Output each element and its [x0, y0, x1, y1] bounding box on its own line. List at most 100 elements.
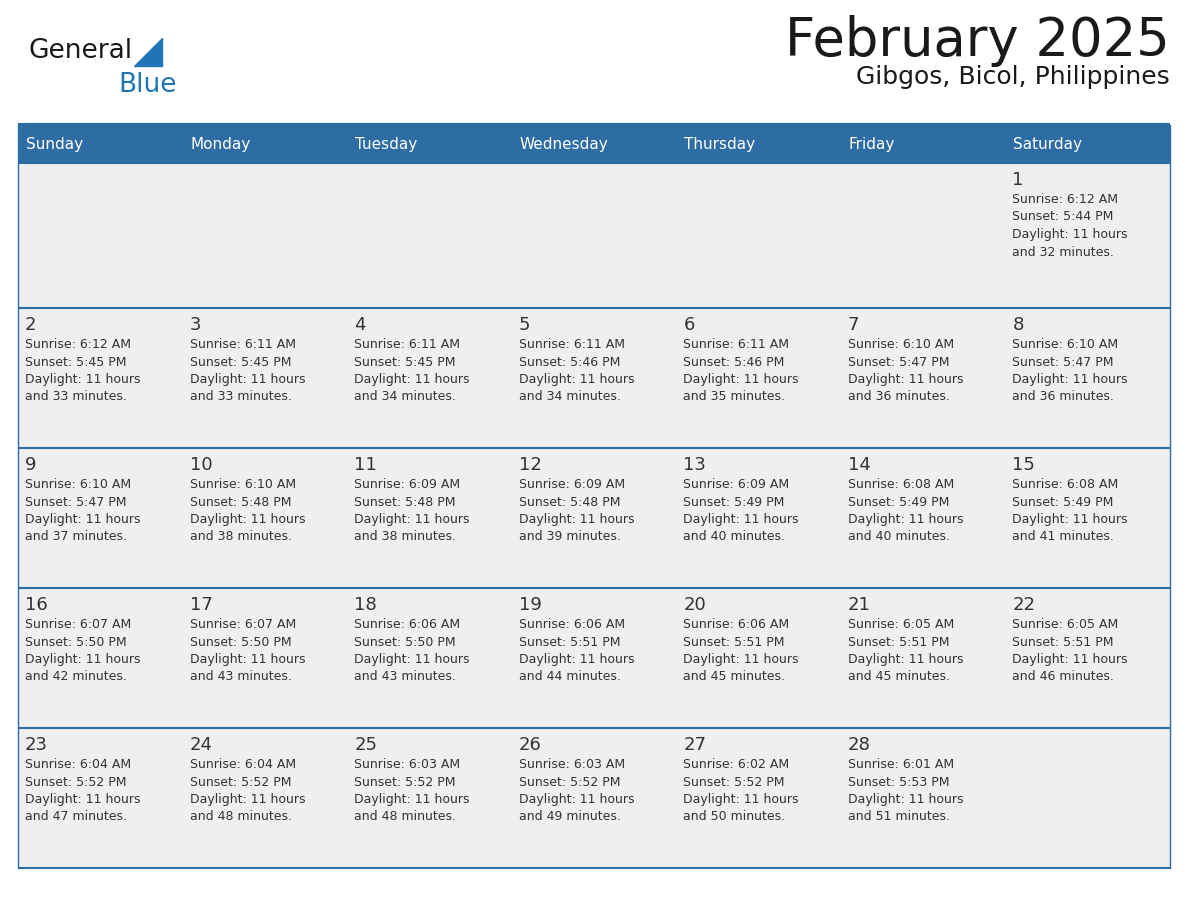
Text: Sunset: 5:48 PM: Sunset: 5:48 PM	[190, 496, 291, 509]
Text: Daylight: 11 hours: Daylight: 11 hours	[848, 373, 963, 386]
Text: Sunset: 5:47 PM: Sunset: 5:47 PM	[848, 355, 949, 368]
Text: Sunrise: 6:02 AM: Sunrise: 6:02 AM	[683, 758, 789, 771]
Text: Sunset: 5:50 PM: Sunset: 5:50 PM	[25, 635, 127, 648]
Text: Daylight: 11 hours: Daylight: 11 hours	[25, 793, 140, 806]
Text: Daylight: 11 hours: Daylight: 11 hours	[354, 793, 469, 806]
Text: Daylight: 11 hours: Daylight: 11 hours	[190, 653, 305, 666]
Text: Daylight: 11 hours: Daylight: 11 hours	[1012, 513, 1127, 526]
Text: and 50 minutes.: and 50 minutes.	[683, 811, 785, 823]
Bar	[183, 125, 347, 163]
Text: Sunset: 5:51 PM: Sunset: 5:51 PM	[1012, 635, 1114, 648]
Text: and 45 minutes.: and 45 minutes.	[683, 670, 785, 684]
Text: and 36 minutes.: and 36 minutes.	[848, 390, 949, 404]
Text: Daylight: 11 hours: Daylight: 11 hours	[354, 653, 469, 666]
Bar	[347, 448, 512, 588]
Bar	[18, 125, 183, 163]
Text: Sunrise: 6:04 AM: Sunrise: 6:04 AM	[190, 758, 296, 771]
Text: and 43 minutes.: and 43 minutes.	[354, 670, 456, 684]
Text: Daylight: 11 hours: Daylight: 11 hours	[1012, 228, 1127, 241]
Text: Sunset: 5:49 PM: Sunset: 5:49 PM	[1012, 496, 1114, 509]
Text: Sunrise: 6:07 AM: Sunrise: 6:07 AM	[190, 618, 296, 631]
Text: and 41 minutes.: and 41 minutes.	[1012, 531, 1114, 543]
Text: Sunrise: 6:10 AM: Sunrise: 6:10 AM	[25, 478, 131, 491]
Bar	[347, 728, 512, 868]
Bar	[1005, 125, 1170, 163]
Text: Sunrise: 6:11 AM: Sunrise: 6:11 AM	[354, 338, 460, 351]
Text: Sunrise: 6:05 AM: Sunrise: 6:05 AM	[1012, 618, 1119, 631]
Text: Sunset: 5:51 PM: Sunset: 5:51 PM	[683, 635, 785, 648]
Text: Sunrise: 6:08 AM: Sunrise: 6:08 AM	[1012, 478, 1119, 491]
Text: 24: 24	[190, 736, 213, 754]
Text: Sunrise: 6:11 AM: Sunrise: 6:11 AM	[519, 338, 625, 351]
Text: Sunset: 5:47 PM: Sunset: 5:47 PM	[25, 496, 126, 509]
Text: Sunrise: 6:10 AM: Sunrise: 6:10 AM	[190, 478, 296, 491]
Text: Sunrise: 6:10 AM: Sunrise: 6:10 AM	[848, 338, 954, 351]
Text: 12: 12	[519, 456, 542, 474]
Text: Sunrise: 6:06 AM: Sunrise: 6:06 AM	[683, 618, 789, 631]
Text: Sunset: 5:47 PM: Sunset: 5:47 PM	[1012, 355, 1114, 368]
Text: Daylight: 11 hours: Daylight: 11 hours	[190, 513, 305, 526]
Bar	[18, 728, 183, 868]
Text: 25: 25	[354, 736, 377, 754]
Text: Sunset: 5:45 PM: Sunset: 5:45 PM	[190, 355, 291, 368]
Text: Sunset: 5:50 PM: Sunset: 5:50 PM	[190, 635, 291, 648]
Text: 6: 6	[683, 316, 695, 334]
Bar	[841, 163, 1005, 308]
Text: Daylight: 11 hours: Daylight: 11 hours	[848, 793, 963, 806]
Text: Daylight: 11 hours: Daylight: 11 hours	[354, 513, 469, 526]
Bar	[1005, 448, 1170, 588]
Bar	[1005, 163, 1170, 308]
Bar	[18, 448, 183, 588]
Text: Sunset: 5:46 PM: Sunset: 5:46 PM	[519, 355, 620, 368]
Text: and 37 minutes.: and 37 minutes.	[25, 531, 127, 543]
Bar	[841, 588, 1005, 728]
Text: Monday: Monday	[190, 137, 251, 151]
Text: and 38 minutes.: and 38 minutes.	[190, 531, 291, 543]
Text: Saturday: Saturday	[1013, 137, 1082, 151]
Text: Daylight: 11 hours: Daylight: 11 hours	[519, 513, 634, 526]
Text: Sunrise: 6:09 AM: Sunrise: 6:09 AM	[519, 478, 625, 491]
Text: and 40 minutes.: and 40 minutes.	[848, 531, 950, 543]
Text: Gibgos, Bicol, Philippines: Gibgos, Bicol, Philippines	[857, 65, 1170, 89]
Bar	[676, 163, 841, 308]
Text: Sunrise: 6:03 AM: Sunrise: 6:03 AM	[519, 758, 625, 771]
Text: and 44 minutes.: and 44 minutes.	[519, 670, 620, 684]
Text: Sunset: 5:51 PM: Sunset: 5:51 PM	[848, 635, 949, 648]
Text: Daylight: 11 hours: Daylight: 11 hours	[519, 373, 634, 386]
Bar	[512, 448, 676, 588]
Text: Sunrise: 6:01 AM: Sunrise: 6:01 AM	[848, 758, 954, 771]
Text: Sunrise: 6:10 AM: Sunrise: 6:10 AM	[1012, 338, 1119, 351]
Text: 19: 19	[519, 596, 542, 614]
Bar	[676, 448, 841, 588]
Text: 1: 1	[1012, 171, 1024, 189]
Text: and 48 minutes.: and 48 minutes.	[190, 811, 291, 823]
Text: Sunset: 5:49 PM: Sunset: 5:49 PM	[848, 496, 949, 509]
Text: Daylight: 11 hours: Daylight: 11 hours	[519, 653, 634, 666]
Bar	[183, 588, 347, 728]
Text: and 38 minutes.: and 38 minutes.	[354, 531, 456, 543]
Text: and 34 minutes.: and 34 minutes.	[354, 390, 456, 404]
Text: Tuesday: Tuesday	[355, 137, 417, 151]
Text: Daylight: 11 hours: Daylight: 11 hours	[683, 793, 798, 806]
Bar	[676, 588, 841, 728]
Text: 23: 23	[25, 736, 48, 754]
Text: Sunrise: 6:07 AM: Sunrise: 6:07 AM	[25, 618, 131, 631]
Text: Daylight: 11 hours: Daylight: 11 hours	[25, 653, 140, 666]
Text: Sunrise: 6:05 AM: Sunrise: 6:05 AM	[848, 618, 954, 631]
Text: Sunrise: 6:09 AM: Sunrise: 6:09 AM	[683, 478, 789, 491]
Text: Daylight: 11 hours: Daylight: 11 hours	[683, 653, 798, 666]
Text: and 48 minutes.: and 48 minutes.	[354, 811, 456, 823]
Bar	[676, 308, 841, 448]
Text: Daylight: 11 hours: Daylight: 11 hours	[848, 653, 963, 666]
Text: Sunset: 5:46 PM: Sunset: 5:46 PM	[683, 355, 784, 368]
Bar	[676, 125, 841, 163]
Text: and 39 minutes.: and 39 minutes.	[519, 531, 620, 543]
Text: Sunrise: 6:12 AM: Sunrise: 6:12 AM	[1012, 193, 1118, 206]
Bar	[512, 728, 676, 868]
Bar	[1005, 588, 1170, 728]
Text: 16: 16	[25, 596, 48, 614]
Text: 14: 14	[848, 456, 871, 474]
Text: Daylight: 11 hours: Daylight: 11 hours	[1012, 373, 1127, 386]
Text: Sunrise: 6:08 AM: Sunrise: 6:08 AM	[848, 478, 954, 491]
Text: and 34 minutes.: and 34 minutes.	[519, 390, 620, 404]
